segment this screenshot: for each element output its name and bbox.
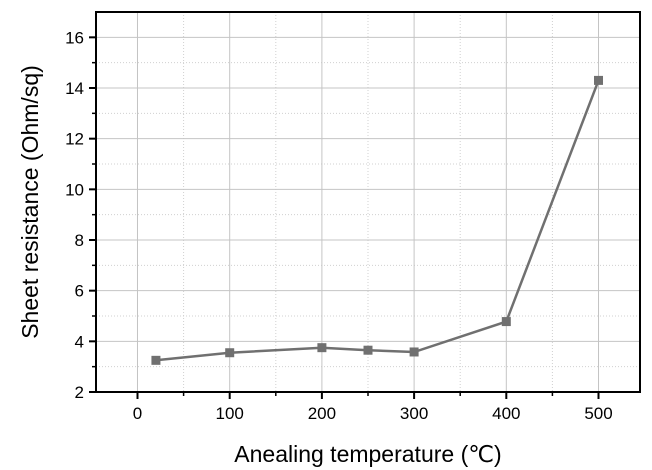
x-tick-label: 400 [492, 404, 520, 423]
data-point [151, 355, 161, 365]
series-layer [151, 75, 604, 365]
y-tick-label: 4 [75, 332, 84, 351]
y-tick-label: 10 [65, 180, 84, 199]
y-axis-label: Sheet resistance (Ohm/sq) [17, 65, 43, 339]
x-tick-label: 0 [133, 404, 142, 423]
y-tick-label: 14 [65, 79, 84, 98]
data-point [594, 75, 604, 85]
x-tick-label: 200 [308, 404, 336, 423]
y-tick-label: 16 [65, 28, 84, 47]
grid [96, 12, 640, 392]
data-point [501, 317, 511, 327]
y-tick-label: 2 [75, 383, 84, 402]
y-tick-label: 8 [75, 231, 84, 250]
y-tick-label: 12 [65, 130, 84, 149]
data-point [225, 348, 235, 358]
x-tick-label: 300 [400, 404, 428, 423]
x-axis-label: Anealing temperature (℃) [234, 441, 501, 467]
data-point [409, 347, 419, 357]
x-tick-label: 100 [216, 404, 244, 423]
series-line [155, 79, 600, 362]
ticks: 0 100 200 300 400 500 2 4 6 8 10 12 14 16 [65, 28, 613, 423]
data-point [317, 343, 327, 353]
data-point [363, 345, 373, 355]
x-tick-label: 500 [584, 404, 612, 423]
y-tick-label: 6 [75, 282, 84, 301]
